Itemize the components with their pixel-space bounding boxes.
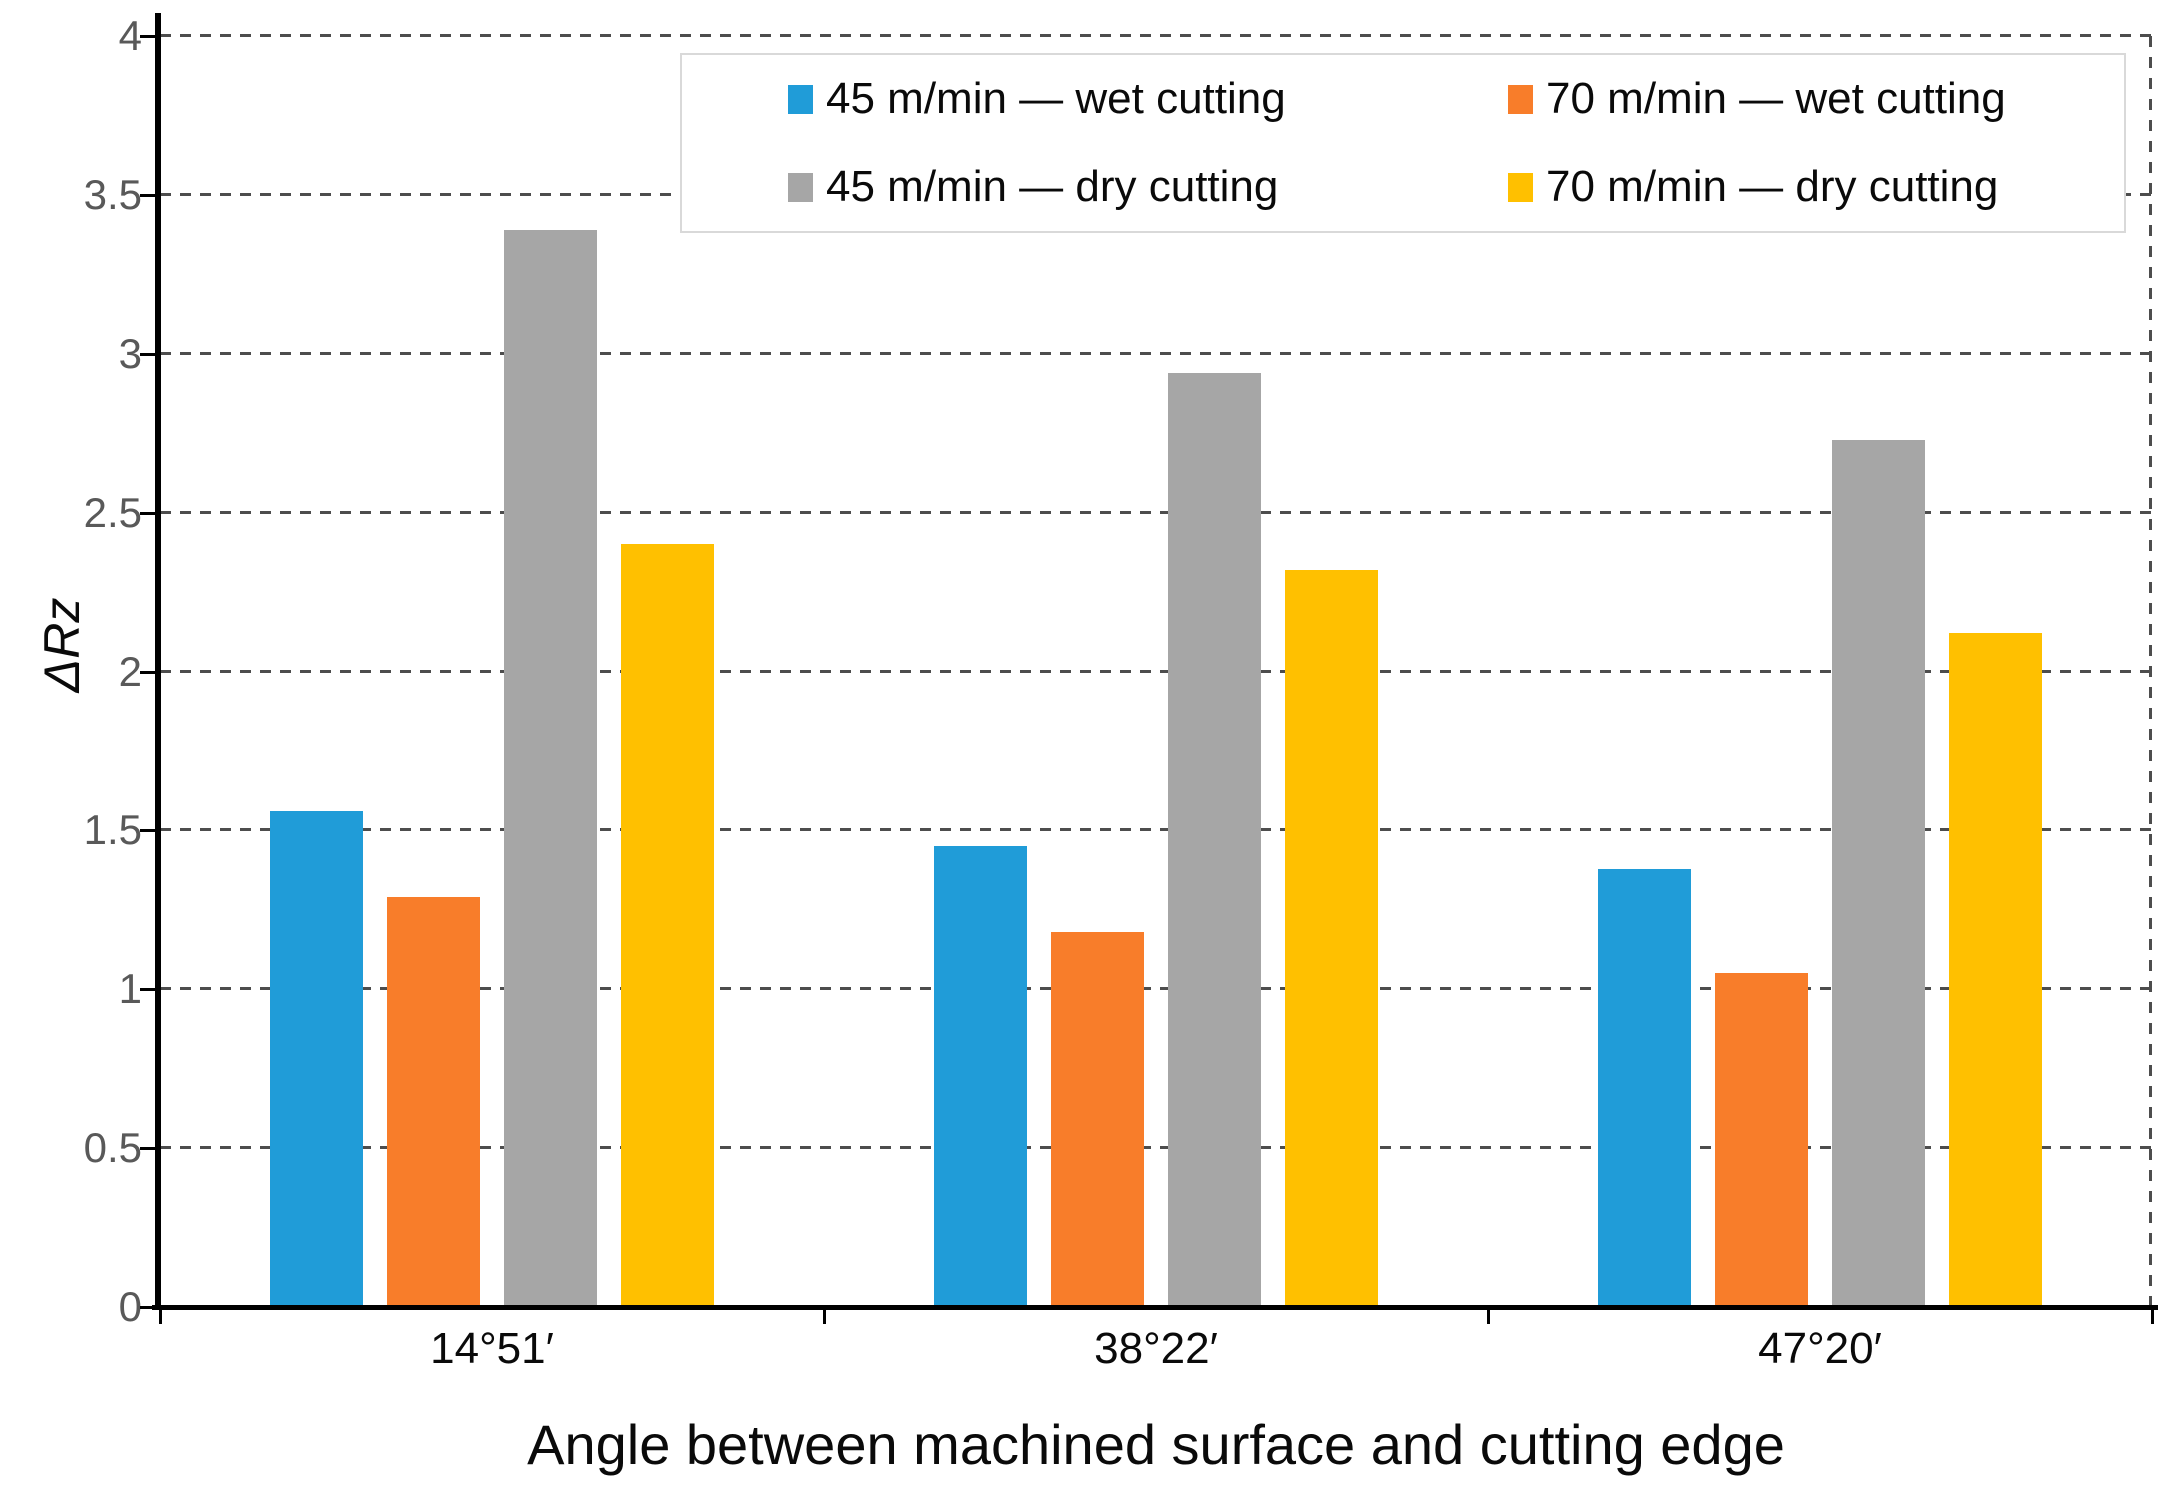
x-axis-category-label: 38°22′ — [1094, 1324, 1218, 1373]
x-axis-tick-mark — [159, 1310, 162, 1324]
x-axis-category-label: 14°51′ — [430, 1324, 554, 1373]
y-axis-tick-mark — [140, 670, 155, 674]
legend-swatch-70-wet-icon — [1508, 84, 1533, 114]
legend: 45 m/min — wet cutting 70 m/min — wet cu… — [680, 53, 2126, 233]
bar — [1949, 633, 2042, 1307]
y-axis-tick-label: 1.5 — [83, 806, 142, 854]
legend-item-45-dry: 45 m/min — dry cutting — [788, 162, 1508, 212]
x-axis-tick-mark — [1487, 1310, 1490, 1324]
bar — [1285, 569, 1378, 1307]
y-axis-tick-mark — [140, 988, 155, 992]
legend-item-45-wet: 45 m/min — wet cutting — [788, 74, 1508, 124]
gridline — [160, 1146, 2152, 1150]
y-axis-tick-mark — [140, 193, 155, 197]
bar-group — [824, 36, 1488, 1307]
gridline — [160, 828, 2152, 832]
bar-groups — [160, 36, 2152, 1307]
y-axis-tick-mark — [140, 1147, 155, 1151]
legend-label: 45 m/min — dry cutting — [826, 162, 1279, 211]
y-axis-tick-label: 3 — [118, 329, 142, 377]
y-axis-tick-label: 0.5 — [83, 1124, 142, 1172]
bar — [1168, 372, 1261, 1307]
x-axis-title: Angle between machined surface and cutti… — [527, 1413, 1785, 1476]
gridline — [160, 987, 2152, 991]
bar — [270, 811, 363, 1307]
plot-right-border — [2149, 36, 2152, 1307]
bar — [621, 544, 714, 1307]
legend-label: 70 m/min — wet cutting — [1546, 74, 2006, 123]
y-axis-tick-mark — [140, 1306, 155, 1309]
y-axis-tick-label: 3.5 — [83, 170, 142, 218]
bar — [387, 897, 480, 1307]
y-axis-tick-label: 2 — [118, 647, 142, 695]
y-axis-tick-label: 2.5 — [83, 488, 142, 536]
legend-swatch-45-wet-icon — [788, 84, 813, 114]
legend-label: 45 m/min — wet cutting — [826, 74, 1286, 123]
y-axis-tick-mark — [140, 35, 155, 38]
gridline — [160, 510, 2152, 514]
x-axis-category-labels: 14°51′ 38°22′ 47°20′ — [160, 1324, 2152, 1374]
bar — [1715, 973, 1808, 1307]
bar — [1051, 932, 1144, 1307]
legend-item-70-wet: 70 m/min — wet cutting — [1508, 74, 2124, 124]
y-axis-tick-mark — [140, 352, 155, 356]
y-axis-tick-mark — [140, 511, 155, 515]
legend-label: 70 m/min — dry cutting — [1546, 162, 1999, 211]
y-axis-tick-label: 4 — [118, 12, 142, 59]
gridline — [160, 34, 2152, 37]
x-axis-line — [152, 1305, 2158, 1310]
y-axis-line — [155, 13, 161, 1310]
bar — [934, 846, 1027, 1307]
gridline — [160, 351, 2152, 355]
x-axis-tick-mark — [823, 1310, 826, 1324]
gridline — [160, 669, 2152, 673]
bar — [504, 229, 597, 1307]
x-axis-category-label: 47°20′ — [1758, 1324, 1882, 1373]
x-axis-tick-mark — [2151, 1310, 2154, 1324]
legend-swatch-45-dry-icon — [788, 172, 813, 202]
legend-item-70-dry: 70 m/min — dry cutting — [1508, 162, 2124, 212]
bar — [1832, 439, 1925, 1307]
y-axis-tick-labels: 0 0.5 1 1.5 2 2.5 3 3.5 4 — [0, 0, 142, 1502]
y-axis-tick-label: 0 — [118, 1283, 142, 1330]
bar-group — [160, 36, 824, 1307]
bar — [1598, 868, 1691, 1307]
y-axis-tick-label: 1 — [118, 965, 142, 1013]
y-axis-tick-mark — [140, 829, 155, 833]
legend-swatch-70-dry-icon — [1508, 172, 1533, 202]
bar-group — [1488, 36, 2152, 1307]
